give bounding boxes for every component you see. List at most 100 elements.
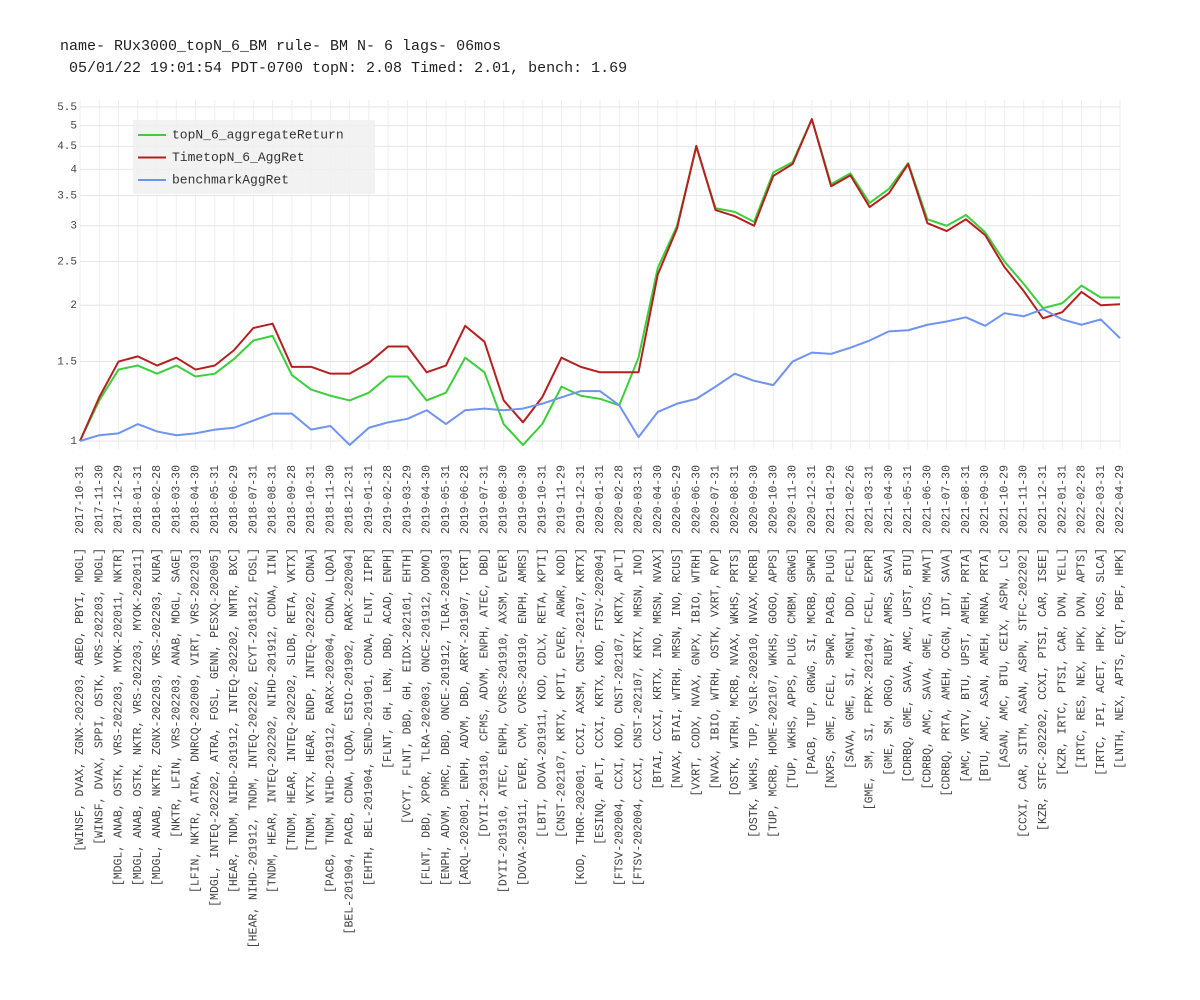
x-tick-label: 2019-06-28 (459, 465, 472, 534)
x-tick-holdings: [FTSV-202004, CCXI, KOD, CNST-202107, KR… (613, 548, 626, 886)
x-tick-label: 2019-03-29 (401, 465, 414, 534)
y-tick-label: 3 (70, 221, 77, 233)
x-tick-holdings: [LNTH, NEX, APTS, EQT, PBF, HPK] (1114, 548, 1127, 769)
x-tick-label: 2021-04-30 (883, 465, 896, 534)
x-tick-label: 2019-07-31 (478, 465, 491, 534)
x-tick-label: 2020-12-31 (806, 465, 819, 534)
x-tick-label: 2021-02-26 (844, 465, 857, 534)
x-tick-label: 2020-02-28 (613, 465, 626, 534)
x-tick-label: 2020-08-31 (729, 465, 742, 534)
y-tick-label: 4 (70, 164, 77, 176)
x-tick-label: 2017-10-31 (74, 465, 87, 534)
x-tick-label: 2020-01-31 (594, 465, 607, 534)
x-tick-holdings: [CDRBQ, GME, SAVA, AMC, UPST, BTU] (902, 548, 915, 783)
x-tick-holdings: [HEAR, TNDM, NIHD-201912, INTEQ-202202, … (228, 548, 241, 893)
x-tick-holdings: [PACB, TNDM, NIHD-201912, RARX-202004, C… (324, 548, 337, 893)
x-tick-holdings: [WINSF, DVAX, SPPI, OSTK, VRS-202203, MD… (93, 548, 106, 845)
x-tick-label: 2019-05-31 (440, 465, 453, 534)
x-tick-label: 2021-07-30 (941, 465, 954, 534)
y-tick-label: 1 (70, 436, 77, 448)
x-tick-holdings: [MDGL, ANAB, OSTK, NKTR, VRS-202203, MYO… (132, 548, 145, 886)
x-tick-holdings: [KZR, IRTC, PTSI, CAR, DVN, YELL] (1056, 548, 1069, 776)
x-tick-holdings: [DOVA-201911, EVER, CVM, CVRS-201910, EN… (517, 548, 530, 886)
x-tick-label: 2018-08-31 (267, 465, 280, 534)
x-tick-label: 2019-01-31 (363, 465, 376, 534)
x-tick-label: 2021-05-31 (902, 465, 915, 534)
x-tick-label: 2018-05-31 (209, 465, 222, 534)
x-tick-label: 2022-01-31 (1056, 465, 1069, 534)
x-tick-label: 2018-01-31 (132, 465, 145, 534)
x-tick-holdings: [WINSF, DVAX, ZGNX-202203, ABEO, PBYI, M… (74, 548, 87, 852)
x-tick-holdings: [BEL-201904, PACB, CDNA, LQDA, ESIO-2019… (344, 548, 357, 934)
y-tick-label: 5.5 (57, 102, 77, 114)
legend-box (133, 120, 375, 194)
series-line (79, 118, 1120, 446)
x-tick-label: 2021-08-31 (960, 465, 973, 534)
x-tick-holdings: [FLNT, DBD, XPOR, TLRA-202003, ONCE-2019… (421, 548, 434, 886)
x-tick-label: 2019-08-30 (498, 465, 511, 534)
x-tick-holdings: [AMC, VRTV, BTU, UPST, AMEH, PRTA] (960, 548, 973, 783)
chart-subtitle: 05/01/22 19:01:54 PDT-0700 topN: 2.08 Ti… (60, 60, 627, 77)
x-tick-label: 2019-11-29 (556, 465, 569, 534)
lines (79, 118, 1121, 446)
grid: 2017-10-31 [WINSF, DVAX, ZGNX-202203, ABE… (57, 100, 1127, 948)
x-tick-label: 2017-11-30 (93, 465, 106, 534)
x-tick-label: 2021-11-30 (1018, 465, 1031, 534)
y-tick-label: 3.5 (57, 190, 77, 202)
x-tick-holdings: [VXRT, CODX, NVAX, GNPX, IBIO, WTRH] (690, 548, 703, 796)
x-tick-holdings: [KOD, THOR-202001, CCXI, AXSM, CNST-2021… (575, 548, 588, 886)
x-tick-label: 2021-06-30 (921, 465, 934, 534)
x-tick-label: 2021-01-29 (825, 465, 838, 534)
x-tick-holdings: [IRTC, RES, NEX, HPK, DVN, APTS] (1076, 548, 1089, 769)
y-tick-label: 5 (70, 121, 77, 133)
x-tick-holdings: [TNDM, HEAR, INTEQ-202202, SLDB, RETA, V… (286, 548, 299, 852)
x-tick-label: 2018-03-30 (170, 465, 183, 534)
x-tick-holdings: [MDGL, INTEQ-202202, ATRA, FOSL, GENN, P… (209, 548, 222, 907)
x-tick-holdings: [CNST-202107, KRTX, KPTI, EVER, ARWR, KO… (556, 548, 569, 838)
legend-label: topN_6_aggregateReturn (172, 127, 344, 142)
x-tick-holdings: [FLNT, GH, LRN, DBD, ACAD, ENPH] (382, 548, 395, 769)
x-tick-holdings: [TUP, WKHS, APPS, PLUG, CMBM, GRWG] (787, 548, 800, 790)
x-tick-holdings: [MDGL, ANAB, OSTK, VRS-202203, MYOK-2020… (113, 548, 126, 886)
x-tick-label: 2018-10-31 (305, 465, 318, 534)
x-tick-holdings: [EHTH, BEL-201904, SEND-201901, CDNA, FL… (363, 548, 376, 886)
x-tick-holdings: [ASAN, AMC, BTU, CEIX, ASPN, LC] (998, 548, 1011, 769)
x-tick-holdings: [GME, SM, SI, FPRX-202104, FCEL, EXPR] (864, 548, 877, 810)
x-tick-label: 2017-12-29 (113, 465, 126, 534)
chart-title: name- RUx3000_topN_6_BM rule- BM N- 6 la… (60, 38, 501, 55)
y-tick-label: 2.5 (57, 256, 77, 268)
x-tick-label: 2018-04-30 (190, 465, 203, 534)
x-tick-label: 2022-04-29 (1114, 465, 1127, 534)
x-tick-holdings: [ENPH, ADVM, DMRC, DBD, ONCE-201912, TLR… (440, 548, 453, 886)
x-tick-label: 2018-02-28 (151, 465, 164, 534)
x-tick-holdings: [NXPS, GME, FCEL, SPWR, PACB, PLUG] (825, 548, 838, 790)
x-tick-label: 2018-07-31 (247, 465, 260, 534)
x-tick-holdings: [OSTK, WTRH, MCRB, NVAX, WKHS, PRTS] (729, 548, 742, 796)
x-tick-holdings: [NVAX, BTAI, WTRH, MRSN, INO, RCUS] (671, 548, 684, 790)
x-tick-holdings: [MDGL, ANAB, NKTR, ZGNX-202203, VRS-2022… (151, 548, 164, 886)
x-tick-holdings: [KZR, STFC-202202, CCXI, PTSI, CAR, ISEE… (1037, 548, 1050, 831)
x-tick-label: 2019-09-30 (517, 465, 530, 534)
legend-label: benchmarkAggRet (172, 172, 289, 187)
x-tick-label: 2022-02-28 (1076, 465, 1089, 534)
x-tick-holdings: [TUP, MCRB, HOME-202107, WKHS, GOGO, APP… (767, 548, 780, 838)
x-tick-label: 2022-03-31 (1095, 465, 1108, 534)
series-line (79, 308, 1121, 446)
x-tick-label: 2018-11-30 (324, 465, 337, 534)
x-tick-label: 2020-04-30 (652, 465, 665, 534)
x-tick-label: 2020-09-30 (748, 465, 761, 534)
x-tick-holdings: [SAVA, GME, SI, MGNI, DDD, FCEL] (844, 548, 857, 769)
x-tick-holdings: [ESINQ, APLT, CCXI, KRTX, KOD, FTSV-2020… (594, 548, 607, 845)
x-tick-holdings: [LBTI, DOVA-201911, KOD, CDLX, RETA, KPT… (536, 548, 549, 838)
x-tick-label: 2018-06-29 (228, 465, 241, 534)
x-tick-holdings: [OSTK, WKHS, TUP, VSLR-202010, NVAX, MCR… (748, 548, 761, 838)
x-tick-holdings: [TNDM, VKTX, HEAR, ENDP, INTEQ-202202, C… (305, 548, 318, 852)
x-tick-holdings: [CDRBQ, AMC, SAVA, GME, ATOS, MMAT] (921, 548, 934, 790)
x-tick-label: 2020-11-30 (787, 465, 800, 534)
x-tick-label: 2020-06-30 (690, 465, 703, 534)
y-tick-label: 4.5 (57, 141, 77, 153)
x-tick-holdings: [VCYT, FLNT, DBD, GH, EIDX-202101, EHTH] (401, 548, 414, 824)
y-tick-label: 1.5 (57, 356, 77, 368)
legend-label: TimetopN_6_AggRet (172, 150, 305, 165)
